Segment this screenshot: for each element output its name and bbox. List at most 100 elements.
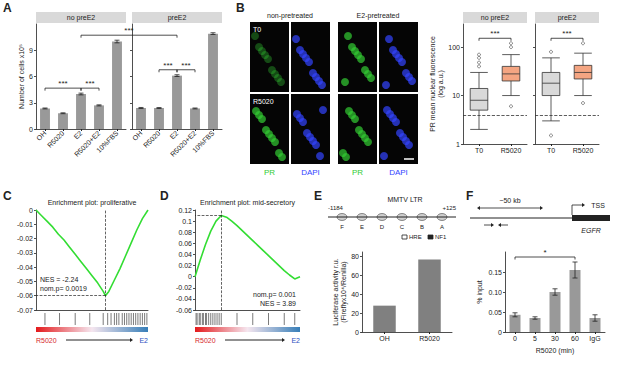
- svg-text:OH: OH: [35, 130, 47, 142]
- svg-text:***: ***: [124, 26, 133, 35]
- svg-text:0.12: 0.12: [178, 207, 192, 214]
- svg-text:-0.06: -0.06: [17, 292, 33, 299]
- svg-text:10%FBS: 10%FBS: [191, 129, 216, 154]
- svg-text:PR: PR: [352, 168, 363, 177]
- svg-text:nom.p= 0.001: nom.p= 0.001: [253, 291, 296, 299]
- svg-text:-0.04: -0.04: [17, 264, 33, 271]
- svg-text:NES = 3.89: NES = 3.89: [260, 300, 296, 307]
- svg-text:F: F: [340, 224, 344, 230]
- svg-text:R5020: R5020: [573, 147, 594, 154]
- svg-text:100: 100: [448, 44, 460, 51]
- svg-text:OH: OH: [131, 130, 143, 142]
- svg-text:*: *: [543, 248, 546, 257]
- svg-text:R5020: R5020: [142, 129, 162, 149]
- svg-text:B: B: [420, 224, 424, 230]
- svg-text:R5020: R5020: [195, 337, 216, 344]
- svg-text:-0.02: -0.02: [17, 235, 33, 242]
- svg-text:PR: PR: [264, 168, 275, 177]
- svg-text:-0.02: -0.02: [176, 284, 192, 291]
- svg-text:R5020: R5020: [253, 98, 274, 105]
- svg-text:0.06: 0.06: [178, 240, 192, 247]
- svg-text:~50 kb: ~50 kb: [499, 197, 520, 204]
- svg-text:preE2: preE2: [558, 14, 577, 22]
- svg-text:no preE2: no preE2: [67, 14, 96, 22]
- svg-text:60: 60: [571, 335, 579, 342]
- svg-text:20: 20: [351, 310, 359, 317]
- svg-text:***: ***: [163, 61, 172, 70]
- svg-text:+125: +125: [442, 205, 456, 211]
- svg-text:R5020+E2: R5020+E2: [73, 129, 102, 158]
- svg-text:9: 9: [29, 47, 33, 54]
- svg-text:TSS: TSS: [591, 202, 605, 209]
- svg-text:0.1: 0.1: [182, 218, 192, 225]
- svg-text:PR mean nuclear fluorescence: PR mean nuclear fluorescence: [429, 36, 436, 132]
- svg-text:F: F: [466, 189, 473, 203]
- svg-text:A: A: [3, 1, 12, 15]
- svg-text:6: 6: [29, 73, 33, 80]
- svg-text:T0: T0: [475, 147, 483, 154]
- svg-text:0.02: 0.02: [178, 262, 192, 269]
- svg-text:IgG: IgG: [589, 335, 600, 343]
- svg-text:Enrichment plot: proliferative: Enrichment plot: proliferative: [48, 199, 137, 207]
- svg-text:R5020: R5020: [46, 129, 66, 149]
- svg-text:***: ***: [58, 79, 67, 88]
- svg-text:5: 5: [533, 335, 537, 342]
- svg-text:1: 1: [456, 141, 460, 148]
- svg-text:-0.01: -0.01: [17, 221, 33, 228]
- svg-text:0: 0: [355, 329, 359, 336]
- svg-text:60: 60: [351, 272, 359, 279]
- svg-text:E2: E2: [139, 337, 148, 344]
- svg-text:30: 30: [551, 335, 559, 342]
- svg-text:T0: T0: [547, 147, 555, 154]
- svg-text:R5020: R5020: [36, 337, 57, 344]
- svg-text:R5020: R5020: [419, 335, 440, 342]
- svg-text:Enrichment plot: mid-secretory: Enrichment plot: mid-secretory: [200, 199, 295, 207]
- svg-text:0.08: 0.08: [178, 229, 192, 236]
- svg-text:-0.03: -0.03: [17, 249, 33, 256]
- svg-text:-0.06: -0.06: [176, 307, 192, 314]
- svg-text:***: ***: [562, 29, 571, 38]
- svg-text:0.05: 0.05: [488, 309, 502, 316]
- svg-text:E2: E2: [168, 129, 179, 140]
- svg-text:T0: T0: [253, 26, 261, 33]
- svg-text:0.10: 0.10: [488, 289, 502, 296]
- svg-text:-0.04: -0.04: [176, 295, 192, 302]
- svg-text:-0.07: -0.07: [17, 307, 33, 314]
- svg-text:D: D: [160, 189, 169, 203]
- svg-text:0: 0: [498, 329, 502, 336]
- svg-text:DAPI: DAPI: [301, 168, 320, 177]
- svg-text:10%FBS: 10%FBS: [95, 129, 120, 154]
- svg-text:EGFR: EGFR: [581, 227, 600, 234]
- svg-text:0.04: 0.04: [178, 251, 192, 258]
- svg-text:E2: E2: [72, 129, 83, 140]
- svg-text:preE2: preE2: [168, 14, 187, 22]
- svg-text:R5020: R5020: [501, 147, 522, 154]
- svg-text:Number of cells x10⁵: Number of cells x10⁵: [18, 44, 25, 109]
- svg-text:E: E: [360, 224, 364, 230]
- svg-text:C: C: [3, 189, 12, 203]
- svg-text:40: 40: [351, 291, 359, 298]
- svg-text:B: B: [236, 1, 245, 15]
- svg-text:***: ***: [85, 79, 94, 88]
- svg-text:***: ***: [181, 61, 190, 70]
- svg-text:80: 80: [351, 253, 359, 260]
- svg-text:no preE2: no preE2: [481, 14, 510, 22]
- svg-text:0: 0: [513, 335, 517, 342]
- svg-text:R5020 (min): R5020 (min): [536, 347, 575, 355]
- svg-text:OH: OH: [379, 335, 390, 342]
- svg-text:R5020+E2: R5020+E2: [169, 129, 198, 158]
- svg-text:NES = -2.24: NES = -2.24: [40, 276, 78, 283]
- svg-text:Luciferase activity r.u.: Luciferase activity r.u.: [332, 258, 340, 325]
- svg-text:nom.p= 0.0019: nom.p= 0.0019: [40, 285, 87, 293]
- svg-text:(Fireflyx10⁴/Renilla): (Fireflyx10⁴/Renilla): [340, 261, 348, 322]
- svg-text:D: D: [380, 224, 385, 230]
- svg-text:MMTV LTR: MMTV LTR: [387, 196, 422, 203]
- svg-text:E2: E2: [291, 337, 300, 344]
- svg-text:0: 0: [188, 273, 192, 280]
- svg-text:-1184: -1184: [328, 205, 344, 211]
- svg-text:% input: % input: [476, 280, 484, 303]
- svg-text:E2-pretreated: E2-pretreated: [357, 12, 400, 20]
- svg-text:***: ***: [490, 29, 499, 38]
- svg-text:HRE: HRE: [409, 234, 422, 240]
- svg-text:0: 0: [29, 126, 33, 133]
